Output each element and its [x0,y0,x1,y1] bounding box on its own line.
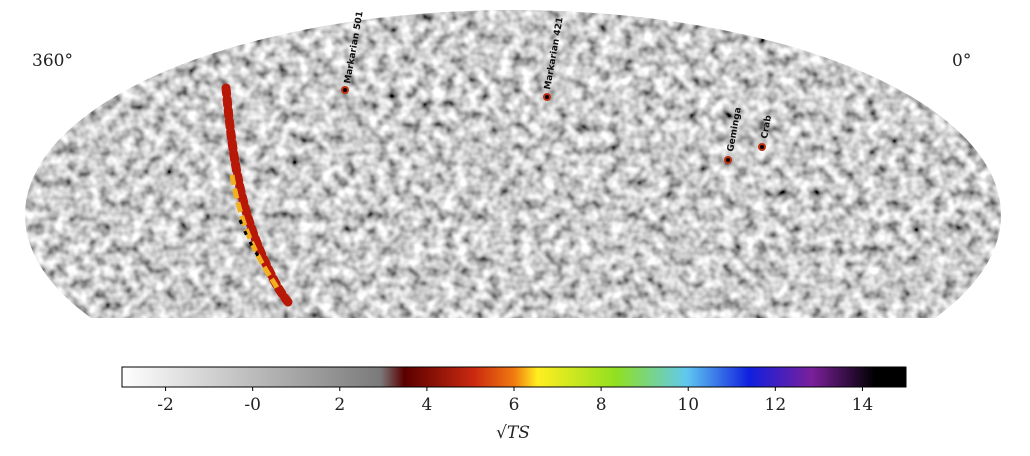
galactic-plane-core [229,174,281,292]
colorbar-tick-label: 2 [334,395,345,415]
lon-label: 360° [32,51,73,71]
galactic-plane-peak [238,219,264,263]
colorbar [121,366,907,388]
colorbar-tick-label: -0 [244,395,261,415]
source-label: Crab [760,114,774,139]
map-noise [25,10,1001,318]
map-area [25,10,1001,318]
source-core [545,95,549,99]
source-core [343,88,347,92]
colorbar-tick-label: 6 [509,395,520,415]
colorbar-tick-label: 10 [677,395,699,415]
colorbar-label: √TS [496,423,530,443]
source-core [726,158,730,162]
colorbar-tick-label: 12 [765,395,787,415]
source-core [760,145,764,149]
colorbar-tick-label: -2 [157,395,174,415]
colorbar-tick-label: 8 [596,395,607,415]
colorbar-tick-label: 14 [852,395,874,415]
colorbar-tick-label: 4 [421,395,432,415]
lon-label: 0° [952,51,971,71]
